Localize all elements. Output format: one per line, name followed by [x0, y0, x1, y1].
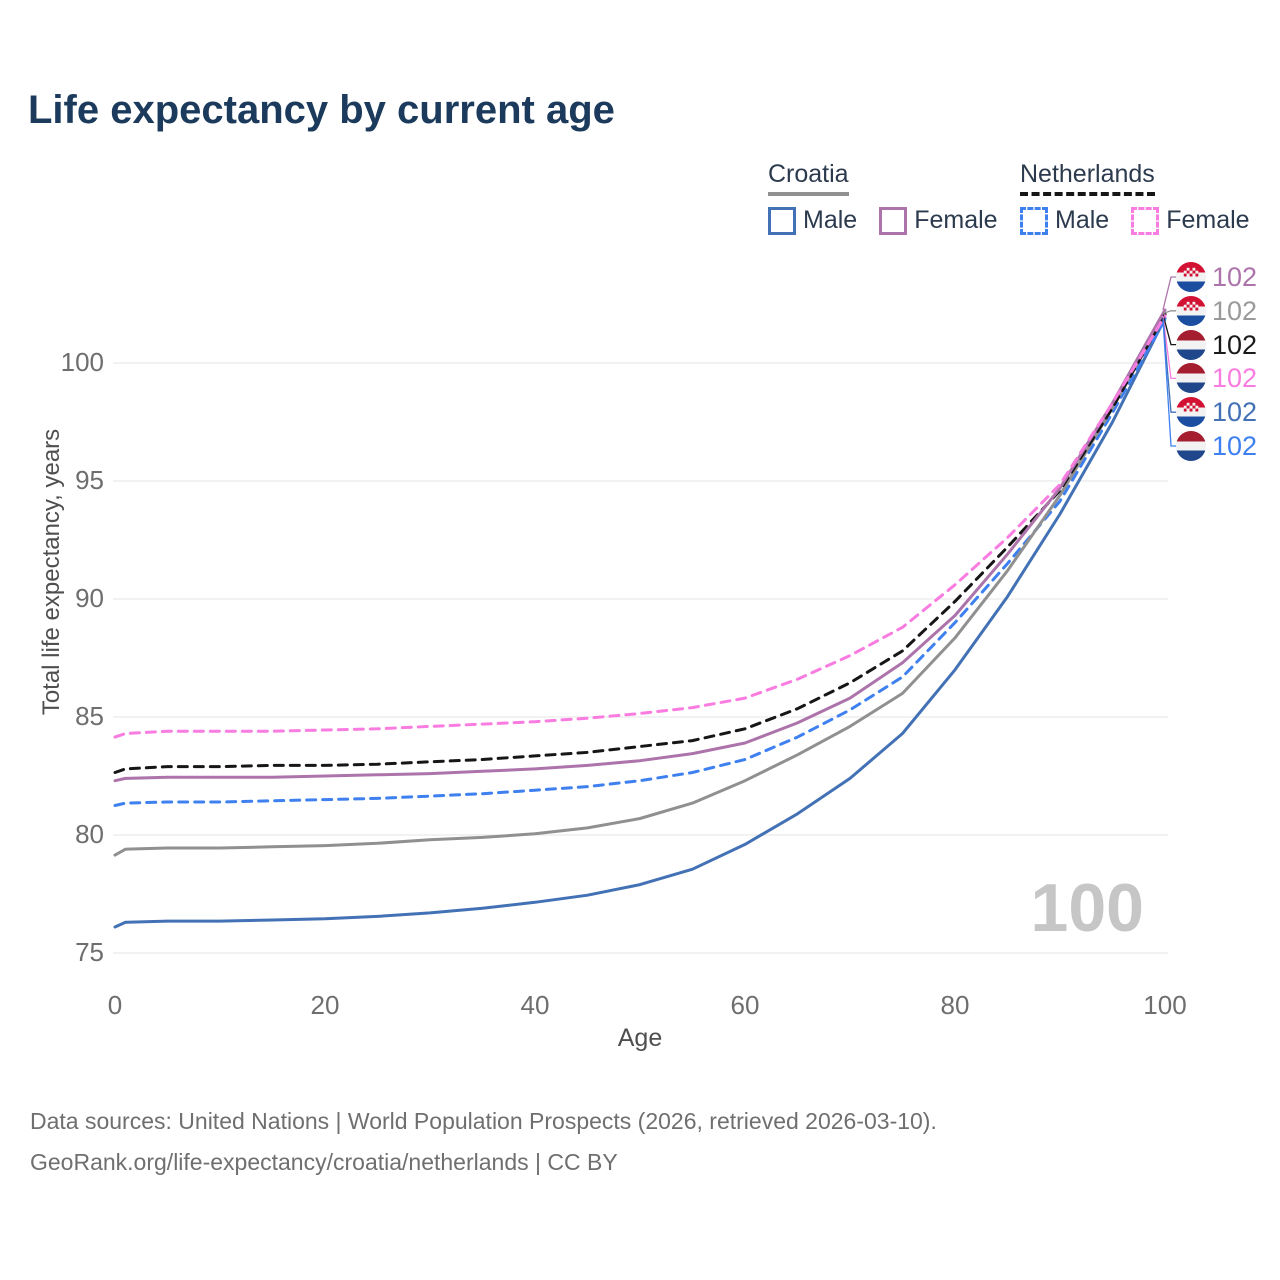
series-line-hr_male[interactable] — [113, 316, 1167, 929]
end-value-row: 102 — [1176, 261, 1257, 293]
leader-line-nl_both — [1162, 314, 1177, 346]
x-axis-title: Age — [617, 1024, 663, 1052]
y-tick-label: 85 — [75, 701, 104, 731]
end-value-row: 102 — [1176, 430, 1257, 462]
croatia-flag-icon — [1176, 397, 1206, 427]
y-tick-label: 100 — [60, 347, 104, 377]
legend-country-netherlands[interactable]: Netherlands — [1020, 160, 1155, 196]
page-title: Life expectancy by current age — [28, 88, 615, 132]
end-value-label: 102 — [1212, 329, 1258, 360]
croatia-flag-icon — [1176, 296, 1206, 326]
x-tick-label: 100 — [1143, 990, 1187, 1020]
series-line-nl_male[interactable] — [113, 317, 1167, 807]
legend-label-netherlands-female[interactable]: Female — [1166, 206, 1250, 234]
source-link-text[interactable]: GeoRank.org/life-expectancy/croatia/neth… — [30, 1149, 618, 1175]
croatia-flag-icon — [1176, 262, 1206, 292]
netherlands-flag-icon — [1176, 330, 1206, 360]
leader-line-nl_male — [1162, 319, 1177, 447]
y-tick-label: 80 — [75, 819, 104, 849]
legend-swatch-croatia-male[interactable] — [768, 206, 796, 235]
series-line-hr_both[interactable] — [113, 311, 1167, 857]
end-value-label: 102 — [1212, 430, 1258, 461]
x-tick-label: 0 — [107, 990, 123, 1020]
x-tick-label: 20 — [310, 990, 340, 1020]
series-line-hr_female[interactable] — [113, 308, 1167, 783]
series-line-nl_both[interactable] — [113, 313, 1167, 774]
leader-line-hr_female — [1162, 276, 1177, 311]
series-line-nl_female[interactable] — [113, 314, 1167, 739]
legend-label-netherlands-male[interactable]: Male — [1055, 206, 1110, 234]
end-value-label: 102 — [1212, 261, 1258, 292]
y-tick-label: 90 — [75, 583, 104, 613]
x-tick-label: 60 — [730, 990, 760, 1020]
legend-country-croatia[interactable]: Croatia — [768, 160, 849, 196]
legend-swatch-netherlands-female[interactable] — [1131, 206, 1160, 235]
end-value-row: 102 — [1176, 396, 1257, 428]
leader-line-hr_both — [1162, 310, 1177, 315]
netherlands-flag-icon — [1176, 431, 1206, 461]
x-tick-label: 40 — [520, 990, 550, 1020]
end-value-label: 102 — [1212, 295, 1258, 326]
y-tick-label: 95 — [75, 465, 104, 495]
y-tick-label: 75 — [75, 937, 104, 967]
end-value-label: 102 — [1212, 362, 1258, 393]
netherlands-flag-icon — [1176, 363, 1206, 393]
age-watermark: 100 — [1030, 870, 1144, 946]
data-sources-text: Data sources: United Nations | World Pop… — [30, 1108, 937, 1134]
end-value-label: 102 — [1212, 396, 1258, 427]
legend-label-croatia-male[interactable]: Male — [803, 206, 858, 234]
legend-group-croatia: Croatia Male Female — [768, 160, 1020, 235]
legend-group-netherlands: Netherlands Male Female — [1020, 160, 1272, 235]
end-value-row: 102 — [1176, 362, 1257, 394]
x-tick-label: 80 — [940, 990, 970, 1020]
leader-line-hr_male — [1162, 318, 1177, 413]
legend-swatch-netherlands-male[interactable] — [1020, 206, 1048, 235]
leader-line-nl_female — [1162, 315, 1177, 380]
end-value-row: 102 — [1176, 329, 1257, 361]
legend-label-croatia-female[interactable]: Female — [914, 206, 998, 234]
legend-swatch-croatia-female[interactable] — [879, 206, 908, 235]
end-value-row: 102 — [1176, 295, 1257, 327]
